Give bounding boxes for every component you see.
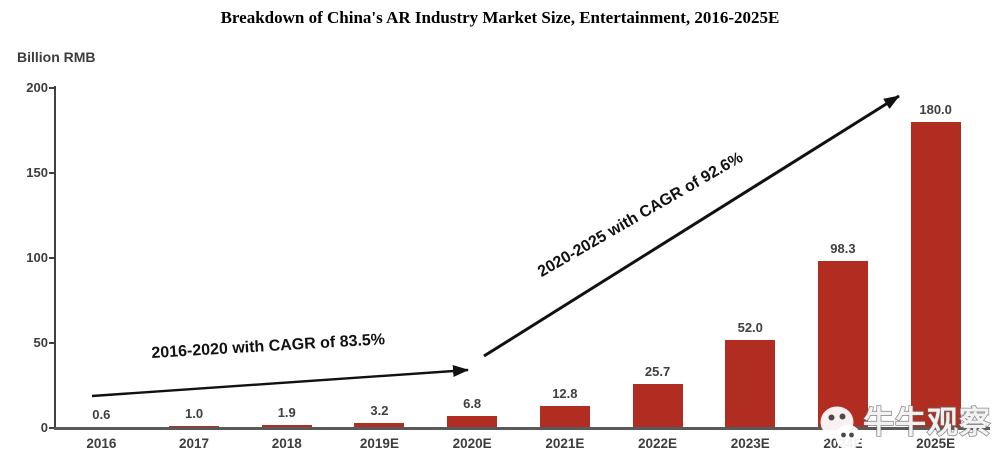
y-axis-tick-label: 150 xyxy=(26,165,48,180)
watermark-text: 牛牛观察 xyxy=(862,405,991,441)
bar-value-label: 3.2 xyxy=(370,403,389,418)
bar-2022E xyxy=(632,384,683,429)
y-axis-tick-mark xyxy=(49,342,55,344)
y-axis-tick-label: 0 xyxy=(40,420,48,435)
bar-value-label: 98.3 xyxy=(830,241,856,256)
bar-value-label: 6.8 xyxy=(463,396,482,411)
y-axis-tick-label: 50 xyxy=(33,335,48,350)
bar-2021E xyxy=(539,406,590,429)
chat-bubbles-face-icon xyxy=(820,406,861,454)
y-axis-tick-mark xyxy=(49,87,55,89)
bar-value-label: 0.6 xyxy=(92,407,111,422)
bar-2020E xyxy=(447,416,498,429)
watermark: 牛牛观察 xyxy=(814,402,991,456)
x-axis-tick-label: 2018 xyxy=(271,436,302,451)
chart-title: Breakdown of China's AR Industry Market … xyxy=(220,8,780,27)
x-axis-tick-label: 2025E xyxy=(916,436,956,451)
y-axis-tick-mark xyxy=(49,257,55,259)
bar-value-label: 12.8 xyxy=(552,386,578,401)
cagr-arrow-2016-2020 xyxy=(91,365,469,398)
bar-2025E xyxy=(910,122,961,429)
y-axis-line xyxy=(54,86,56,429)
x-axis-line xyxy=(54,427,990,430)
y-axis-tick-mark xyxy=(49,172,55,174)
x-axis-tick-label: 2021E xyxy=(545,436,585,451)
y-axis-tick-mark xyxy=(49,427,55,429)
bar-value-label: 180.0 xyxy=(919,102,952,117)
bar-value-label: 1.9 xyxy=(277,405,296,420)
y-axis-tick-label: 100 xyxy=(26,250,48,265)
x-axis-tick-label: 2019E xyxy=(359,436,399,451)
bar-2023E xyxy=(725,340,776,429)
y-axis-unit-label: Billion RMB xyxy=(17,49,96,65)
bar-value-label: 1.0 xyxy=(185,406,204,421)
bar-value-label: 52.0 xyxy=(737,320,763,335)
cagr-annotation-2020-2025: 2020-2025 with CAGR of 92.6% xyxy=(535,149,747,281)
cagr-annotation-2016-2020: 2016-2020 with CAGR of 83.5% xyxy=(151,331,386,362)
x-axis-tick-label: 2016 xyxy=(86,436,117,451)
bar-value-label: 25.7 xyxy=(644,364,671,379)
x-axis-tick-label: 2023E xyxy=(730,436,770,451)
bar-2019E xyxy=(354,423,405,429)
x-axis-tick-label: 2022E xyxy=(638,436,678,451)
x-axis-tick-label: 2017 xyxy=(179,436,210,451)
y-axis-tick-label: 200 xyxy=(26,80,48,95)
x-axis-tick-label: 2020E xyxy=(452,436,492,451)
